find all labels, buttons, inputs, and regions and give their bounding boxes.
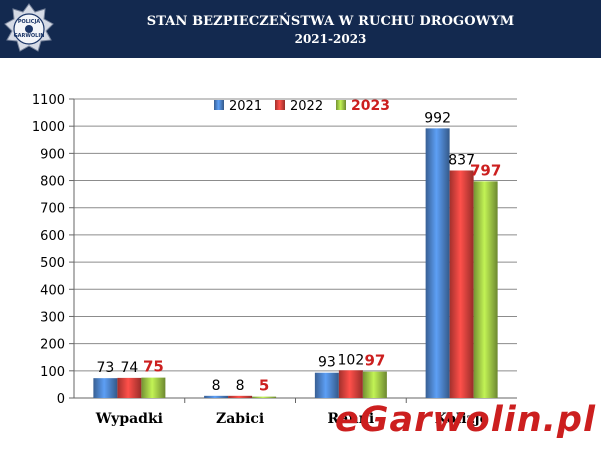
page-title: STAN BEZPIECZEŃSTWA W RUCHU DROGOWYM	[146, 14, 515, 29]
bar-2023	[473, 181, 498, 398]
y-tick-label: 900	[40, 147, 65, 162]
bar-2023	[141, 377, 166, 398]
legend-swatch-2022	[275, 100, 285, 110]
bar-2022	[228, 395, 253, 398]
bar-2021	[204, 395, 229, 398]
x-tick-label: Wypadki	[95, 411, 163, 427]
data-label: 75	[143, 358, 164, 376]
data-label: 93	[318, 355, 336, 371]
header-banner: POLICJA GARWOLIN STAN BEZPIECZEŃSTWA W R…	[0, 0, 601, 58]
x-tick-label: Kolizje	[435, 411, 489, 427]
data-label: 837	[448, 152, 475, 168]
badge-top-text: POLICJA	[18, 19, 40, 25]
bar-2021	[425, 128, 450, 398]
police-badge-icon: POLICJA GARWOLIN	[4, 3, 54, 52]
legend-label: 2023	[351, 98, 390, 114]
data-label: 8	[236, 378, 245, 394]
bar-2023	[362, 371, 387, 398]
bar-2022	[117, 377, 142, 398]
y-tick-label: 600	[40, 229, 65, 244]
y-tick-label: 400	[40, 283, 65, 298]
y-tick-label: 0	[57, 392, 65, 407]
legend-swatch-2023	[336, 100, 346, 110]
y-tick-label: 1100	[32, 93, 65, 108]
y-tick-label: 200	[40, 338, 65, 353]
data-label: 102	[338, 352, 365, 368]
bar-2022	[449, 170, 474, 398]
data-label: 992	[424, 110, 451, 126]
y-tick-label: 300	[40, 310, 65, 325]
x-tick-label: Ranni	[328, 411, 375, 427]
data-label: 73	[96, 360, 114, 376]
bar-2021	[314, 372, 339, 398]
legend-label: 2022	[290, 99, 323, 114]
data-label: 74	[120, 360, 138, 376]
bar-2021	[93, 378, 118, 398]
y-tick-label: 500	[40, 256, 65, 271]
bar-2023	[252, 396, 277, 398]
legend-label: 2021	[229, 99, 262, 114]
y-tick-label: 1000	[32, 120, 65, 135]
data-label: 797	[470, 161, 501, 179]
page-subtitle: 2021-2023	[294, 32, 367, 46]
data-label: 97	[364, 352, 385, 370]
y-tick-label: 800	[40, 175, 65, 190]
bar-2022	[338, 370, 363, 398]
data-label: 8	[212, 378, 221, 394]
watermark-logo: eGarwolin.pl	[335, 400, 596, 440]
y-tick-label: 100	[40, 365, 65, 380]
legend-swatch-2021	[214, 100, 224, 110]
data-label: 5	[259, 377, 269, 395]
y-tick-label: 700	[40, 202, 65, 217]
badge-bottom-text: GARWOLIN	[14, 33, 45, 39]
x-tick-label: Zabici	[216, 411, 264, 427]
